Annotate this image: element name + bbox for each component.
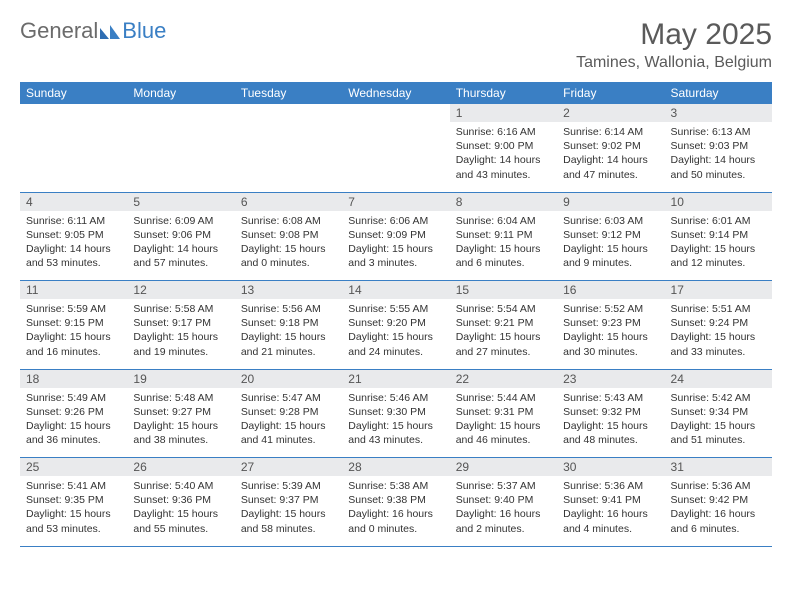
day-details: Sunrise: 6:03 AMSunset: 9:12 PMDaylight:… [557, 211, 664, 281]
day-header: Tuesday [235, 82, 342, 104]
day-header: Sunday [20, 82, 127, 104]
header: General Blue May 2025 Tamines, Wallonia,… [20, 18, 772, 72]
day-details: Sunrise: 6:08 AMSunset: 9:08 PMDaylight:… [235, 211, 342, 281]
day-detail-row: Sunrise: 6:16 AMSunset: 9:00 PMDaylight:… [20, 122, 772, 192]
day-number: 14 [342, 281, 449, 300]
day-details: Sunrise: 5:42 AMSunset: 9:34 PMDaylight:… [665, 388, 772, 458]
logo-general: General [20, 18, 98, 44]
day-number: 4 [20, 192, 127, 211]
day-detail-row: Sunrise: 5:49 AMSunset: 9:26 PMDaylight:… [20, 388, 772, 458]
day-number: 20 [235, 369, 342, 388]
day-details: Sunrise: 5:48 AMSunset: 9:27 PMDaylight:… [127, 388, 234, 458]
day-number: 7 [342, 192, 449, 211]
calendar-head: SundayMondayTuesdayWednesdayThursdayFrid… [20, 82, 772, 104]
day-number: 8 [450, 192, 557, 211]
day-number-row: 123 [20, 104, 772, 122]
month-title: May 2025 [576, 18, 772, 52]
day-header: Monday [127, 82, 234, 104]
day-number: 16 [557, 281, 664, 300]
day-number: 6 [235, 192, 342, 211]
logo-blue: Blue [122, 18, 166, 44]
day-details: Sunrise: 5:37 AMSunset: 9:40 PMDaylight:… [450, 476, 557, 546]
day-number: 12 [127, 281, 234, 300]
day-details: Sunrise: 5:38 AMSunset: 9:38 PMDaylight:… [342, 476, 449, 546]
day-details: Sunrise: 6:14 AMSunset: 9:02 PMDaylight:… [557, 122, 664, 192]
day-number: 19 [127, 369, 234, 388]
day-details: Sunrise: 5:46 AMSunset: 9:30 PMDaylight:… [342, 388, 449, 458]
logo-triangle-icon [100, 22, 120, 40]
day-header: Friday [557, 82, 664, 104]
day-details: Sunrise: 5:36 AMSunset: 9:41 PMDaylight:… [557, 476, 664, 546]
calendar: SundayMondayTuesdayWednesdayThursdayFrid… [20, 82, 772, 547]
day-detail-row: Sunrise: 5:41 AMSunset: 9:35 PMDaylight:… [20, 476, 772, 546]
day-details: Sunrise: 5:41 AMSunset: 9:35 PMDaylight:… [20, 476, 127, 546]
calendar-body: 123Sunrise: 6:16 AMSunset: 9:00 PMDaylig… [20, 104, 772, 546]
day-number: 5 [127, 192, 234, 211]
day-details [342, 122, 449, 192]
day-number: 22 [450, 369, 557, 388]
day-number: 10 [665, 192, 772, 211]
day-details: Sunrise: 5:47 AMSunset: 9:28 PMDaylight:… [235, 388, 342, 458]
day-details: Sunrise: 5:36 AMSunset: 9:42 PMDaylight:… [665, 476, 772, 546]
day-number: 21 [342, 369, 449, 388]
day-details: Sunrise: 6:13 AMSunset: 9:03 PMDaylight:… [665, 122, 772, 192]
day-details: Sunrise: 5:59 AMSunset: 9:15 PMDaylight:… [20, 299, 127, 369]
day-number: 30 [557, 458, 664, 477]
day-number-row: 18192021222324 [20, 369, 772, 388]
day-details [235, 122, 342, 192]
day-number: 31 [665, 458, 772, 477]
day-number [127, 104, 234, 122]
day-details: Sunrise: 5:55 AMSunset: 9:20 PMDaylight:… [342, 299, 449, 369]
day-number-row: 11121314151617 [20, 281, 772, 300]
day-number: 15 [450, 281, 557, 300]
day-number: 18 [20, 369, 127, 388]
day-details [127, 122, 234, 192]
day-detail-row: Sunrise: 6:11 AMSunset: 9:05 PMDaylight:… [20, 211, 772, 281]
day-number-row: 45678910 [20, 192, 772, 211]
day-details [20, 122, 127, 192]
day-number: 23 [557, 369, 664, 388]
day-number [20, 104, 127, 122]
day-number: 24 [665, 369, 772, 388]
day-number [235, 104, 342, 122]
day-details: Sunrise: 6:04 AMSunset: 9:11 PMDaylight:… [450, 211, 557, 281]
logo: General Blue [20, 18, 166, 44]
day-details: Sunrise: 5:40 AMSunset: 9:36 PMDaylight:… [127, 476, 234, 546]
day-number: 17 [665, 281, 772, 300]
day-details: Sunrise: 6:01 AMSunset: 9:14 PMDaylight:… [665, 211, 772, 281]
day-details: Sunrise: 6:16 AMSunset: 9:00 PMDaylight:… [450, 122, 557, 192]
day-details: Sunrise: 5:54 AMSunset: 9:21 PMDaylight:… [450, 299, 557, 369]
location: Tamines, Wallonia, Belgium [576, 54, 772, 72]
day-number: 3 [665, 104, 772, 122]
day-header: Wednesday [342, 82, 449, 104]
day-details: Sunrise: 5:51 AMSunset: 9:24 PMDaylight:… [665, 299, 772, 369]
day-details: Sunrise: 5:43 AMSunset: 9:32 PMDaylight:… [557, 388, 664, 458]
day-number-row: 25262728293031 [20, 458, 772, 477]
day-number: 9 [557, 192, 664, 211]
day-details: Sunrise: 5:49 AMSunset: 9:26 PMDaylight:… [20, 388, 127, 458]
day-details: Sunrise: 5:58 AMSunset: 9:17 PMDaylight:… [127, 299, 234, 369]
day-header: Saturday [665, 82, 772, 104]
day-number: 2 [557, 104, 664, 122]
day-details: Sunrise: 6:11 AMSunset: 9:05 PMDaylight:… [20, 211, 127, 281]
day-number: 28 [342, 458, 449, 477]
day-number: 13 [235, 281, 342, 300]
day-number: 11 [20, 281, 127, 300]
day-details: Sunrise: 5:44 AMSunset: 9:31 PMDaylight:… [450, 388, 557, 458]
day-number: 25 [20, 458, 127, 477]
title-block: May 2025 Tamines, Wallonia, Belgium [576, 18, 772, 72]
day-number: 29 [450, 458, 557, 477]
day-details: Sunrise: 5:56 AMSunset: 9:18 PMDaylight:… [235, 299, 342, 369]
day-number: 27 [235, 458, 342, 477]
day-number [342, 104, 449, 122]
day-details: Sunrise: 5:52 AMSunset: 9:23 PMDaylight:… [557, 299, 664, 369]
day-number: 1 [450, 104, 557, 122]
day-details: Sunrise: 5:39 AMSunset: 9:37 PMDaylight:… [235, 476, 342, 546]
day-details: Sunrise: 6:09 AMSunset: 9:06 PMDaylight:… [127, 211, 234, 281]
day-header: Thursday [450, 82, 557, 104]
day-number: 26 [127, 458, 234, 477]
day-details: Sunrise: 6:06 AMSunset: 9:09 PMDaylight:… [342, 211, 449, 281]
day-detail-row: Sunrise: 5:59 AMSunset: 9:15 PMDaylight:… [20, 299, 772, 369]
